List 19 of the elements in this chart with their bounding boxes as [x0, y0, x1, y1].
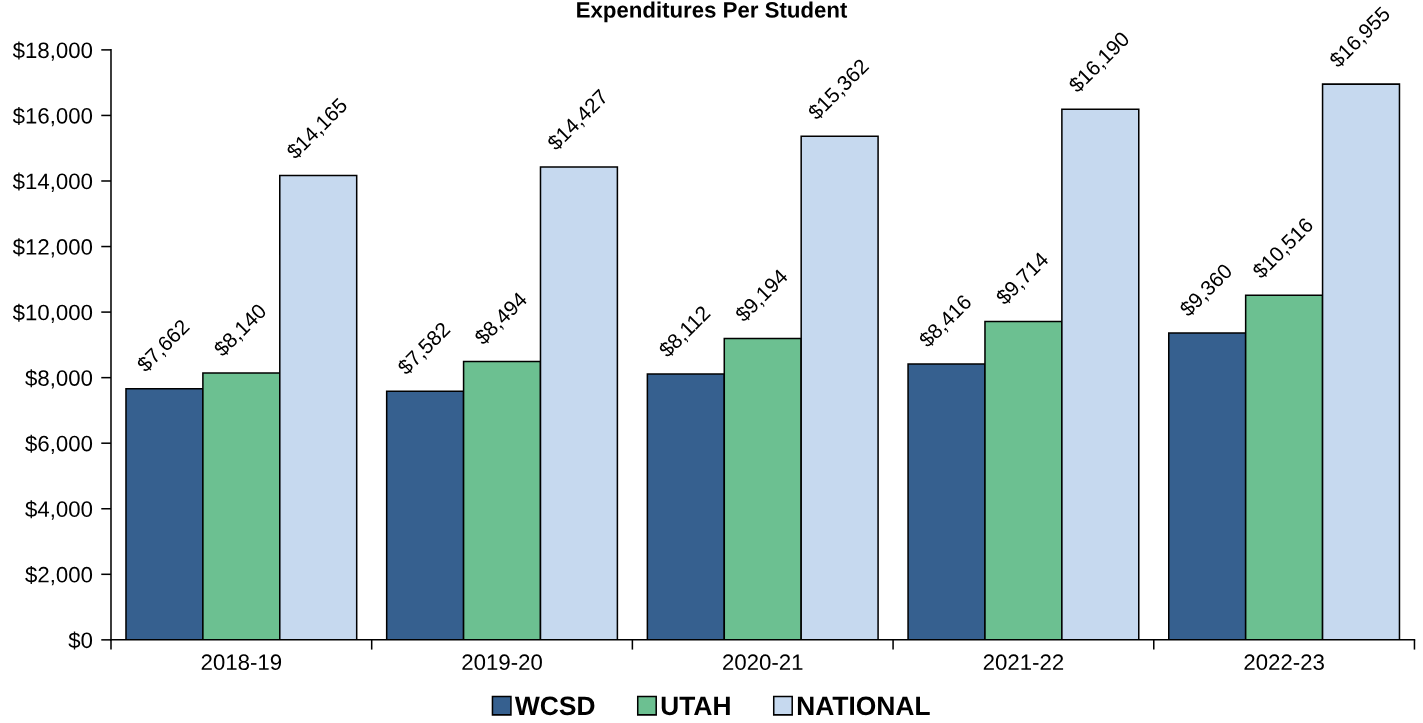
- x-tick-label: 2018-19: [201, 654, 282, 671]
- y-tick-label: $8,000: [25, 369, 93, 389]
- x-tick-label: 2019-20: [462, 654, 542, 671]
- y-tick-label: $10,000: [12, 303, 93, 323]
- x-tick-label: 2020-21: [723, 654, 803, 671]
- x-tick-label: 2022-23: [1244, 654, 1324, 671]
- y-tick-label: $14,000: [12, 172, 93, 192]
- x-tick-label: 2021-22: [983, 654, 1064, 671]
- legend-label: UTAH: [661, 696, 730, 716]
- legend-label: WCSD: [514, 696, 595, 716]
- y-tick-label: $4,000: [25, 500, 93, 520]
- y-tick-label: $6,000: [25, 434, 93, 455]
- y-tick-label: $0: [68, 631, 93, 650]
- y-tick-label: $16,000: [12, 107, 93, 127]
- y-tick-label: $18,000: [12, 41, 93, 61]
- y-tick-label: $2,000: [25, 565, 93, 586]
- chart-title: Expenditures Per Student: [577, 1, 848, 23]
- legend-label: NATIONAL: [797, 696, 930, 716]
- y-tick-label: $12,000: [12, 238, 93, 258]
